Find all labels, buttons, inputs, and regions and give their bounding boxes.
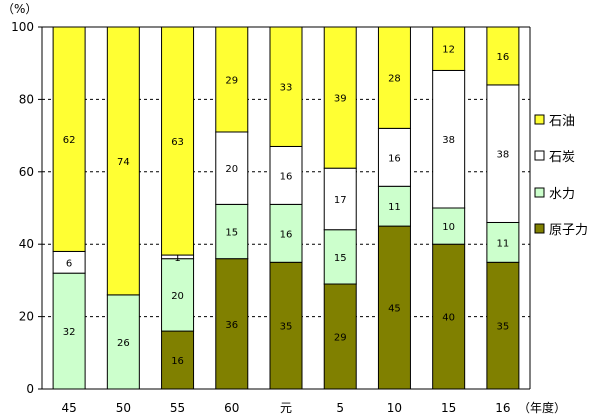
data-label: 40 [442,313,455,324]
bar-segment [432,207,466,245]
data-label: 32 [63,327,76,338]
x-tick-label: 5 [336,401,344,415]
data-label: 16 [280,171,293,182]
bar-segment [377,26,411,129]
bar-segment [323,229,357,285]
bar-segment [215,203,249,260]
data-label: 38 [497,150,510,161]
legend-swatch [534,223,545,234]
bar-segment [486,221,520,263]
x-tick-label: 45 [61,401,76,415]
bar-segment [323,167,357,231]
legend-label: 原子力 [549,223,588,238]
y-tick-label: 40 [19,237,34,251]
bar-segment [486,84,520,223]
data-label: 62 [63,135,76,146]
legend-swatch [534,114,545,125]
bar-segment [486,26,520,86]
y-unit-label: （%） [2,2,37,16]
data-label: 1 [174,253,180,264]
data-label: 11 [497,238,510,249]
bar-segment [486,261,520,390]
bar-segment [323,283,357,390]
data-label: 16 [280,229,293,240]
y-tick-label: 60 [19,165,34,179]
data-label: 17 [334,195,347,206]
bar-segment [106,294,140,390]
bar-segment [161,26,195,256]
data-label: 26 [117,338,130,349]
data-label: 38 [442,135,455,146]
bar-segment [215,258,249,390]
data-label: 12 [442,45,455,56]
x-tick-label: 15 [441,401,456,415]
x-tick-label: 50 [116,401,131,415]
bar-segment [161,258,195,332]
bar-segment [269,261,303,390]
bar-segment [269,145,303,205]
x-tick-label: 55 [170,401,185,415]
bar-segment [432,69,466,209]
x-tick-label: 60 [224,401,239,415]
bar-segment [432,26,466,71]
data-label: 29 [225,75,238,86]
data-label: 29 [334,333,347,344]
data-label: 28 [388,74,401,85]
data-label: 74 [117,157,130,168]
data-label: 20 [225,164,238,175]
y-tick-label: 0 [26,382,34,396]
data-label: 6 [66,258,72,269]
bar-segment [215,131,249,205]
data-label: 36 [225,320,238,331]
x-tick-label: 元 [280,401,292,415]
bar-stacks: 32 6 62 26 74 16 20 1 63 36 15 20 29 35 16 16 33 29 15 17 39… [52,26,520,390]
data-label: 16 [497,52,510,63]
x-tick-label: 10 [387,401,402,415]
bar-segment [377,225,411,390]
bar-segment [323,26,357,169]
data-label: 10 [442,222,455,233]
x-tick-label: 16 [495,401,510,415]
data-label: 15 [225,228,238,239]
y-tick-label: 20 [19,310,34,324]
bar-segment [106,26,140,296]
y-tick-label: 100 [11,20,34,34]
data-label: 35 [497,322,510,333]
data-label: 20 [171,291,184,302]
legend-swatch [534,150,545,161]
data-label: 35 [280,322,293,333]
data-label: 11 [388,202,401,213]
legend-swatch [534,187,545,198]
data-label: 15 [334,253,347,264]
bar-segment [377,127,411,187]
bar-segment [269,26,303,147]
data-label: 63 [171,137,184,148]
data-label: 45 [388,304,401,315]
data-label: 39 [334,94,347,105]
axes [38,26,531,390]
x-unit-label: （年度） [518,400,566,415]
data-label: 33 [280,83,293,94]
bar-segment [269,203,303,263]
legend-label: 石炭 [549,150,575,165]
bar-segment [52,272,86,390]
y-tick-label: 80 [19,92,34,106]
legend-label: 水力 [549,187,575,202]
x-tick-labels: 45 50 55 60 元 5 10 15 16 [61,401,510,415]
legend-label: 石油 [549,114,575,129]
y-tick-labels: 0 20 40 60 80 100 [11,20,34,396]
data-label: 16 [171,356,184,367]
data-label: 16 [388,153,401,164]
